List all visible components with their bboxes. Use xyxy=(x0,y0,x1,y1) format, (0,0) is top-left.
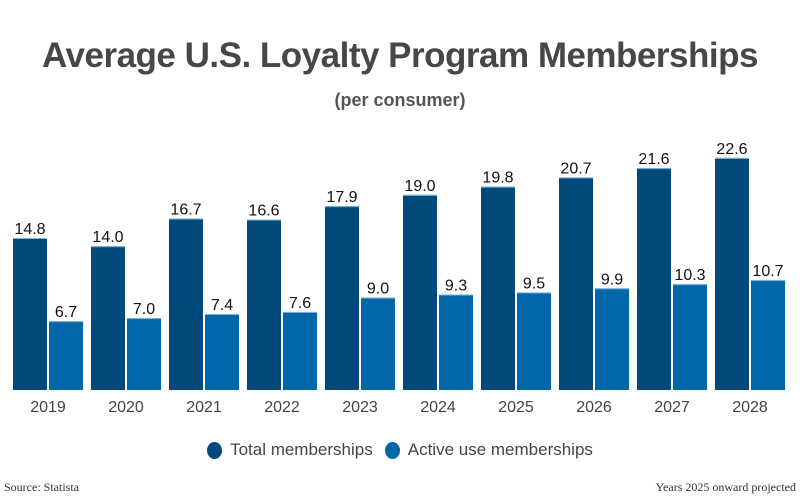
legend-swatch-active-icon xyxy=(384,441,400,459)
bar-top-edge xyxy=(481,186,515,188)
bar-active-2024 xyxy=(439,294,473,390)
value-label-total-2020: 14.0 xyxy=(92,229,123,246)
x-tick-label-2023: 2023 xyxy=(342,399,378,416)
bar-active-2027 xyxy=(673,284,707,390)
bar-top-edge xyxy=(205,314,239,316)
bar-top-edge xyxy=(715,157,749,159)
legend-swatch-total-icon xyxy=(207,441,223,459)
value-label-active-2022: 7.6 xyxy=(289,295,311,312)
source-note: Source: Statista xyxy=(4,480,79,494)
x-tick-label-2028: 2028 xyxy=(732,399,768,416)
bar-active-2023 xyxy=(361,297,395,390)
value-label-active-2023: 9.0 xyxy=(367,281,389,298)
legend: Total memberships Active use memberships xyxy=(0,440,800,460)
value-label-active-2028: 10.7 xyxy=(752,263,783,280)
x-tick-label-2025: 2025 xyxy=(498,399,534,416)
bar-total-2027 xyxy=(637,168,671,390)
legend-label-total: Total memberships xyxy=(230,440,373,459)
bar-top-edge xyxy=(517,292,551,294)
x-tick-label-2027: 2027 xyxy=(654,399,690,416)
legend-label-active: Active use memberships xyxy=(407,440,593,459)
legend-item-active: Active use memberships xyxy=(384,440,593,460)
bar-top-edge xyxy=(673,284,707,286)
bar-top-edge xyxy=(127,318,161,320)
bar-top-edge xyxy=(247,219,281,221)
legend-item-total: Total memberships xyxy=(207,440,373,460)
bars-group xyxy=(13,157,785,390)
value-label-active-2025: 9.5 xyxy=(523,275,545,292)
value-label-active-2026: 9.9 xyxy=(601,271,623,288)
value-label-total-2026: 20.7 xyxy=(560,160,591,177)
bar-top-edge xyxy=(49,321,83,323)
bar-top-edge xyxy=(361,297,395,299)
bar-active-2019 xyxy=(49,321,83,390)
bar-total-2021 xyxy=(169,218,203,390)
bar-active-2021 xyxy=(205,314,239,390)
chart-title: Average U.S. Loyalty Program Memberships xyxy=(42,36,758,75)
value-label-active-2027: 10.3 xyxy=(674,267,705,284)
bar-top-edge xyxy=(559,177,593,179)
bar-top-edge xyxy=(403,194,437,196)
bar-top-edge xyxy=(169,218,203,220)
bar-total-2022 xyxy=(247,219,281,390)
value-label-total-2024: 19.0 xyxy=(404,178,435,195)
value-label-active-2021: 7.4 xyxy=(211,297,233,314)
value-label-total-2022: 16.6 xyxy=(248,203,279,220)
bar-top-edge xyxy=(283,311,317,313)
value-label-active-2024: 9.3 xyxy=(445,277,467,294)
bar-total-2019 xyxy=(13,238,47,390)
bar-top-edge xyxy=(325,206,359,208)
bar-top-edge xyxy=(439,294,473,296)
value-labels-group: 14.8 6.7 14.0 7.0 16.7 7.4 16.6 7.6 17.9 9.0 19.0 9… xyxy=(14,141,783,321)
x-tick-label-2026: 2026 xyxy=(576,399,612,416)
x-tick-label-2019: 2019 xyxy=(30,399,66,416)
bar-total-2023 xyxy=(325,206,359,390)
bar-active-2028 xyxy=(751,280,785,390)
bar-total-2026 xyxy=(559,177,593,390)
value-label-total-2023: 17.9 xyxy=(326,189,357,206)
x-tick-label-2021: 2021 xyxy=(186,399,222,416)
bar-total-2020 xyxy=(91,246,125,390)
bar-top-edge xyxy=(91,246,125,248)
value-label-total-2027: 21.6 xyxy=(638,151,669,168)
bar-total-2024 xyxy=(403,194,437,390)
value-label-total-2025: 19.8 xyxy=(482,170,513,187)
value-label-total-2028: 22.6 xyxy=(716,141,747,158)
bar-active-2026 xyxy=(595,288,629,390)
x-tick-label-2022: 2022 xyxy=(264,399,300,416)
x-tick-label-2020: 2020 xyxy=(108,399,144,416)
bar-active-2020 xyxy=(127,318,161,390)
bar-active-2025 xyxy=(517,292,551,390)
bar-top-edge xyxy=(751,280,785,282)
chart-subtitle: (per consumer) xyxy=(334,90,466,110)
bar-top-edge xyxy=(637,168,671,170)
bar-top-edge xyxy=(595,288,629,290)
value-label-active-2019: 6.7 xyxy=(55,304,77,321)
value-label-total-2021: 16.7 xyxy=(170,201,201,218)
bar-total-2025 xyxy=(481,186,515,390)
bar-top-edge xyxy=(13,238,47,240)
bar-total-2028 xyxy=(715,157,749,390)
x-tick-label-2024: 2024 xyxy=(420,399,456,416)
value-label-active-2020: 7.0 xyxy=(133,301,155,318)
value-label-total-2019: 14.8 xyxy=(14,221,45,238)
x-axis-labels: 2019 2020 2021 2022 2023 2024 2025 2026 2027 2028 xyxy=(30,399,768,416)
bar-active-2022 xyxy=(283,311,317,390)
projection-note: Years 2025 onward projected xyxy=(655,480,796,494)
